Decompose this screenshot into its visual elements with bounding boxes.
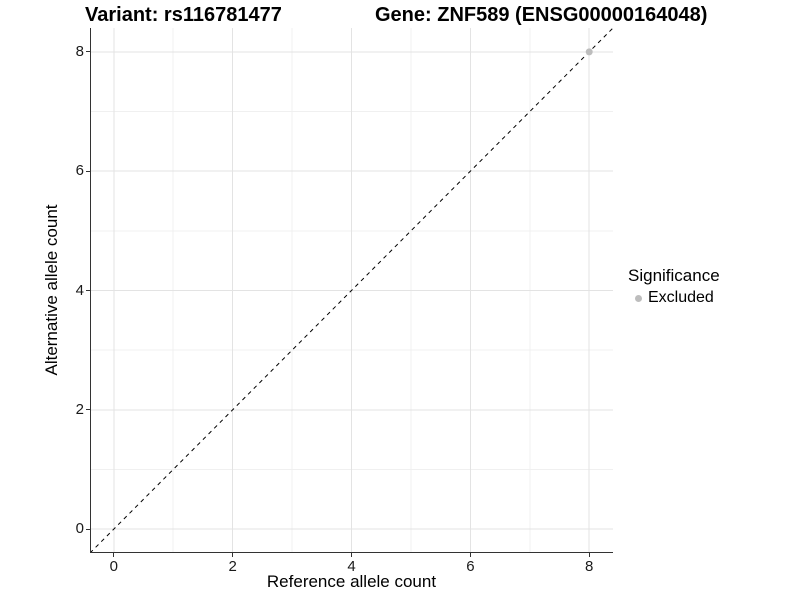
legend-title: Significance bbox=[628, 266, 720, 285]
legend-item-label: Excluded bbox=[648, 289, 714, 306]
x-tick-mark bbox=[588, 553, 590, 557]
y-tick-mark bbox=[86, 290, 90, 291]
x-axis-title: Reference allele count bbox=[266, 572, 437, 591]
y-tick-label: 6 bbox=[75, 162, 84, 180]
excluded-point-icon bbox=[634, 294, 642, 302]
x-tick-mark bbox=[351, 553, 352, 557]
x-tick-mark bbox=[469, 553, 471, 557]
x-tick-label: 4 bbox=[347, 558, 356, 575]
y-tick-mark bbox=[86, 51, 90, 53]
y-tick-mark bbox=[86, 409, 90, 411]
legend-item-excluded: Excluded bbox=[628, 288, 788, 308]
variant-title: Variant: rs116781477 bbox=[85, 4, 282, 26]
identity-line bbox=[90, 28, 613, 553]
legend-key bbox=[631, 291, 645, 305]
y-tick-label: 2 bbox=[75, 400, 84, 418]
x-tick-label: 2 bbox=[228, 558, 237, 575]
y-tick-mark bbox=[86, 528, 90, 530]
x-tick-mark bbox=[232, 553, 234, 557]
legend: Significance Excluded bbox=[628, 265, 788, 308]
x-tick-label: 8 bbox=[585, 558, 594, 575]
plot-panel bbox=[90, 28, 613, 553]
data-point-excluded bbox=[585, 48, 593, 56]
gene-title: Gene: ZNF589 (ENSG00000164048) bbox=[375, 4, 708, 26]
y-tick-label: 0 bbox=[75, 520, 84, 538]
y-tick-label: 8 bbox=[75, 42, 84, 60]
y-tick-label: 4 bbox=[75, 281, 84, 299]
x-tick-mark bbox=[113, 553, 115, 557]
y-axis-title: Alternative allele count bbox=[42, 204, 61, 376]
panel-canvas bbox=[90, 28, 613, 553]
x-tick-label: 6 bbox=[466, 558, 475, 575]
x-tick-label: 0 bbox=[109, 558, 118, 575]
y-tick-mark bbox=[86, 170, 90, 172]
